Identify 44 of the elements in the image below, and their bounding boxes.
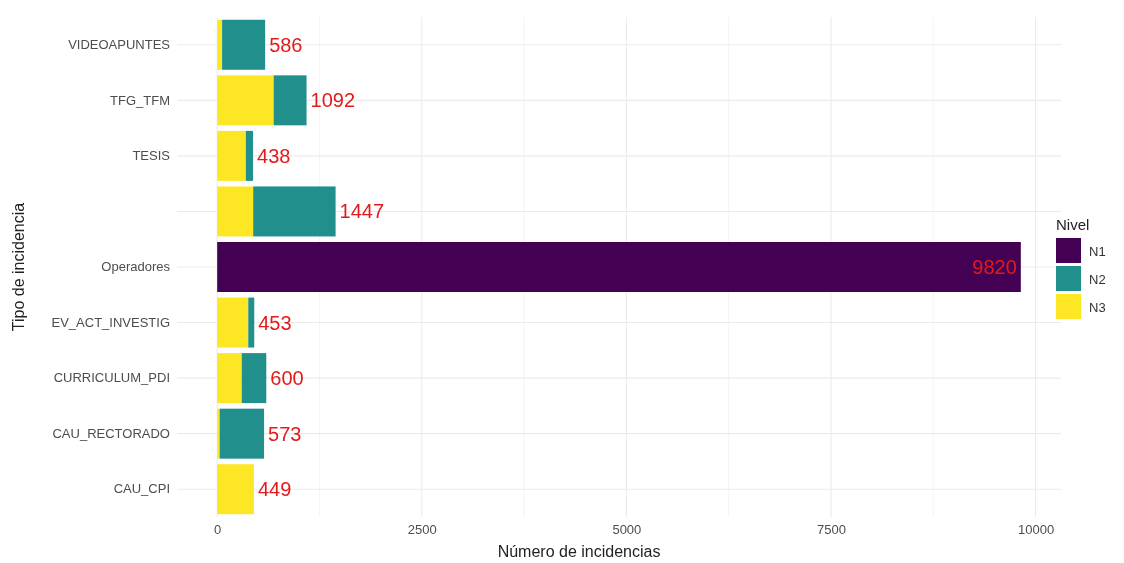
bar [217,353,242,404]
bar [241,353,267,404]
y-tick-label: CAU_RECTORADO [52,425,170,441]
bar [245,130,254,181]
bar [217,408,220,459]
bar [222,19,266,70]
total-label: 438 [257,144,291,167]
total-label: 586 [269,33,303,56]
bar [217,242,1021,292]
y-tick-label: VIDEOAPUNTES [68,36,171,52]
bar [217,19,223,70]
legend-label: N2 [1089,271,1106,287]
legend-label: N3 [1089,299,1106,315]
total-label: 573 [268,422,302,445]
bar [273,75,307,126]
bar [217,464,254,515]
bar [248,297,255,348]
y-tick-label: Operadores [101,259,171,275]
total-label: 1092 [310,89,356,112]
bar [217,297,249,348]
y-tick-label: TFG_TFM [110,92,170,108]
total-label: 9820 [972,256,1017,278]
x-axis-title: Número de incidencias [497,543,661,560]
total-label: 1447 [339,200,385,223]
x-tick-label: 7500 [817,522,846,538]
bar [217,130,246,181]
x-tick-label: 5000 [612,522,642,538]
y-tick-label: EV_ACT_INVESTIG [51,314,170,330]
total-label: 449 [257,478,292,501]
total-label: 453 [258,311,292,334]
legend-label: N1 [1089,243,1106,259]
y-tick-label: TESIS [132,148,171,164]
bar [219,408,265,459]
x-tick-label: 10000 [1017,522,1055,538]
legend-title: Nivel [1056,216,1090,233]
y-axis-title: Tipo de incidencia [10,202,27,332]
y-tick-label: CAU_CPI [113,481,170,497]
total-label: 600 [270,367,304,390]
bar [253,186,336,237]
x-tick-label: 2500 [407,522,437,538]
y-tick-label: CURRICULUM_PDI [53,370,170,386]
bar [217,75,274,126]
x-tick-label: 0 [214,522,222,538]
bar [217,186,254,237]
